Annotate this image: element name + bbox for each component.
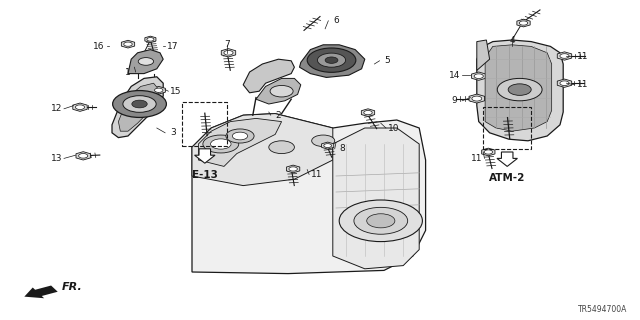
Circle shape <box>76 105 84 109</box>
Polygon shape <box>256 78 301 104</box>
Circle shape <box>226 129 254 143</box>
Text: 11: 11 <box>577 52 588 60</box>
Polygon shape <box>152 86 165 94</box>
Text: 7: 7 <box>225 40 230 49</box>
Polygon shape <box>362 109 374 116</box>
Circle shape <box>519 21 528 25</box>
Polygon shape <box>287 165 300 173</box>
Text: ATM-2: ATM-2 <box>489 173 525 183</box>
Polygon shape <box>477 40 563 141</box>
Circle shape <box>484 150 493 154</box>
FancyArrow shape <box>24 285 58 298</box>
Circle shape <box>132 100 147 108</box>
Text: 5: 5 <box>385 56 390 65</box>
Polygon shape <box>145 36 156 43</box>
FancyArrow shape <box>195 149 215 163</box>
Polygon shape <box>198 118 282 166</box>
Polygon shape <box>192 114 426 274</box>
Polygon shape <box>557 79 572 87</box>
FancyArrow shape <box>497 152 518 166</box>
Circle shape <box>560 54 569 58</box>
Text: 15: 15 <box>170 87 182 96</box>
Circle shape <box>123 96 156 112</box>
Text: 13: 13 <box>51 154 62 163</box>
Circle shape <box>307 48 356 72</box>
Circle shape <box>138 58 154 65</box>
Circle shape <box>325 57 338 63</box>
Text: 2: 2 <box>276 111 281 120</box>
Circle shape <box>270 85 293 97</box>
Circle shape <box>269 141 294 154</box>
Circle shape <box>113 91 166 117</box>
Circle shape <box>154 88 163 92</box>
Polygon shape <box>122 40 134 48</box>
Circle shape <box>211 139 231 149</box>
Polygon shape <box>221 49 236 57</box>
Text: 11: 11 <box>311 170 323 179</box>
Polygon shape <box>333 128 419 269</box>
Polygon shape <box>76 152 90 160</box>
Bar <box>483 107 531 149</box>
Polygon shape <box>557 52 572 60</box>
Polygon shape <box>192 114 333 186</box>
Circle shape <box>312 135 335 147</box>
Circle shape <box>497 78 542 101</box>
Circle shape <box>472 96 482 101</box>
Circle shape <box>560 81 569 85</box>
Circle shape <box>289 167 298 171</box>
Polygon shape <box>243 59 294 93</box>
Text: 10: 10 <box>388 124 399 132</box>
Circle shape <box>232 132 248 140</box>
Polygon shape <box>469 94 484 103</box>
Circle shape <box>508 84 531 95</box>
Text: E-13: E-13 <box>192 170 218 180</box>
Polygon shape <box>482 148 495 156</box>
Polygon shape <box>477 40 490 70</box>
Text: TR5494700A: TR5494700A <box>578 305 627 314</box>
Polygon shape <box>112 77 163 138</box>
Circle shape <box>324 144 332 148</box>
Circle shape <box>354 207 408 234</box>
Text: 16: 16 <box>93 42 105 51</box>
Polygon shape <box>73 103 87 111</box>
Text: 12: 12 <box>51 104 62 113</box>
Circle shape <box>367 214 395 228</box>
Text: 6: 6 <box>333 16 339 25</box>
Polygon shape <box>118 83 159 131</box>
Text: 17: 17 <box>167 42 179 51</box>
Circle shape <box>79 154 88 158</box>
Circle shape <box>124 42 132 46</box>
Text: 11: 11 <box>471 154 483 163</box>
Text: 9: 9 <box>452 96 457 105</box>
Circle shape <box>364 110 372 115</box>
Text: FR.: FR. <box>62 282 83 292</box>
Circle shape <box>339 200 422 242</box>
Circle shape <box>474 74 483 78</box>
Bar <box>182 102 227 146</box>
Polygon shape <box>517 19 530 27</box>
Circle shape <box>317 53 346 67</box>
Polygon shape <box>321 142 334 149</box>
Polygon shape <box>472 72 486 80</box>
Polygon shape <box>485 45 552 131</box>
Circle shape <box>203 135 239 153</box>
Text: 4: 4 <box>509 36 515 44</box>
Text: 14: 14 <box>449 71 460 80</box>
Text: 3: 3 <box>170 128 175 137</box>
Text: 11: 11 <box>577 80 588 89</box>
Circle shape <box>147 38 154 41</box>
Text: 8: 8 <box>340 144 345 153</box>
Circle shape <box>224 51 233 55</box>
Polygon shape <box>128 50 163 74</box>
Text: 1: 1 <box>125 68 131 76</box>
Polygon shape <box>300 45 365 77</box>
